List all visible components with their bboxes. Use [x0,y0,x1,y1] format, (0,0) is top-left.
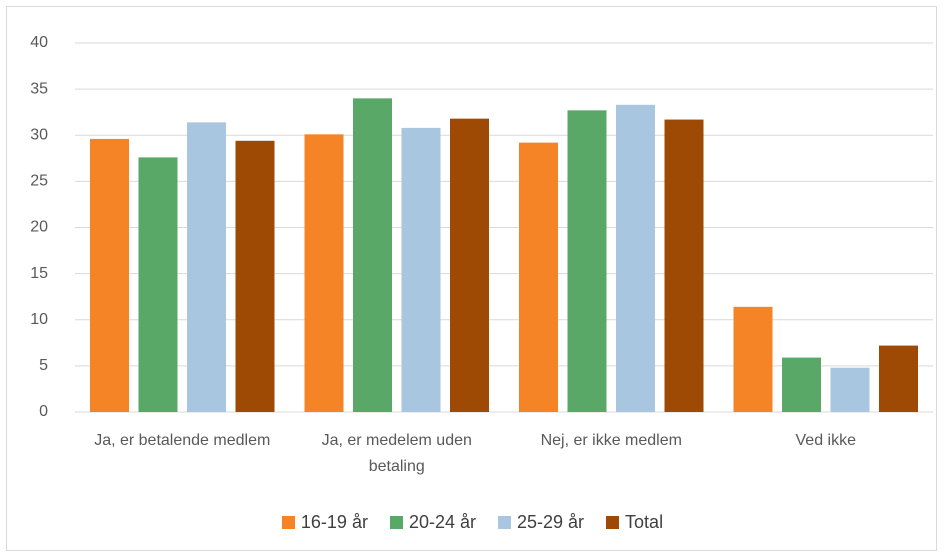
legend-swatch [606,516,620,529]
y-tick-label: 30 [30,126,48,143]
bar [567,110,607,412]
legend-swatch [389,516,403,529]
x-tick-label: Ved ikke [795,432,856,449]
bar [138,157,178,412]
y-tick-label: 15 [30,265,48,282]
x-tick-label: Ja, er betalende medlem [94,432,271,449]
y-tick-label: 35 [30,80,48,97]
y-tick-label: 10 [30,311,48,328]
y-tick-label: 5 [39,357,48,374]
bar [519,142,558,412]
legend-item: 25-29 år [498,512,584,533]
x-tick-label: Ja, er medelem uden betaling [321,432,472,475]
bar [235,140,275,412]
bar [782,357,821,412]
y-tick-label: 0 [39,403,48,420]
bar [830,367,870,412]
bar [353,98,392,412]
legend-item: Total [606,512,663,533]
legend-label: 16-19 år [300,512,368,532]
legend-label: 25-29 år [517,512,585,532]
y-tick-label: 25 [30,173,48,190]
bar [304,134,344,412]
bar [733,306,773,412]
legend-swatch [498,516,511,529]
y-tick-label: 40 [30,34,48,51]
chart-frame [6,6,937,551]
x-tick-label: Nej, er ikke medlem [540,432,682,449]
legend-item: 20-24 år [389,512,476,533]
bar [879,345,918,412]
bar [187,122,226,413]
bar [450,118,489,413]
legend: 16-19 år 20-24 år 25-29 år Total [0,512,945,533]
legend-item: 16-19 år [281,512,368,533]
bar [90,138,129,412]
bar [401,127,441,413]
legend-label: 20-24 år [408,512,476,532]
bar [664,119,704,412]
y-tick-label: 20 [30,219,48,236]
bar [616,104,655,413]
legend-label: Total [625,512,664,532]
legend-swatch [281,516,295,529]
